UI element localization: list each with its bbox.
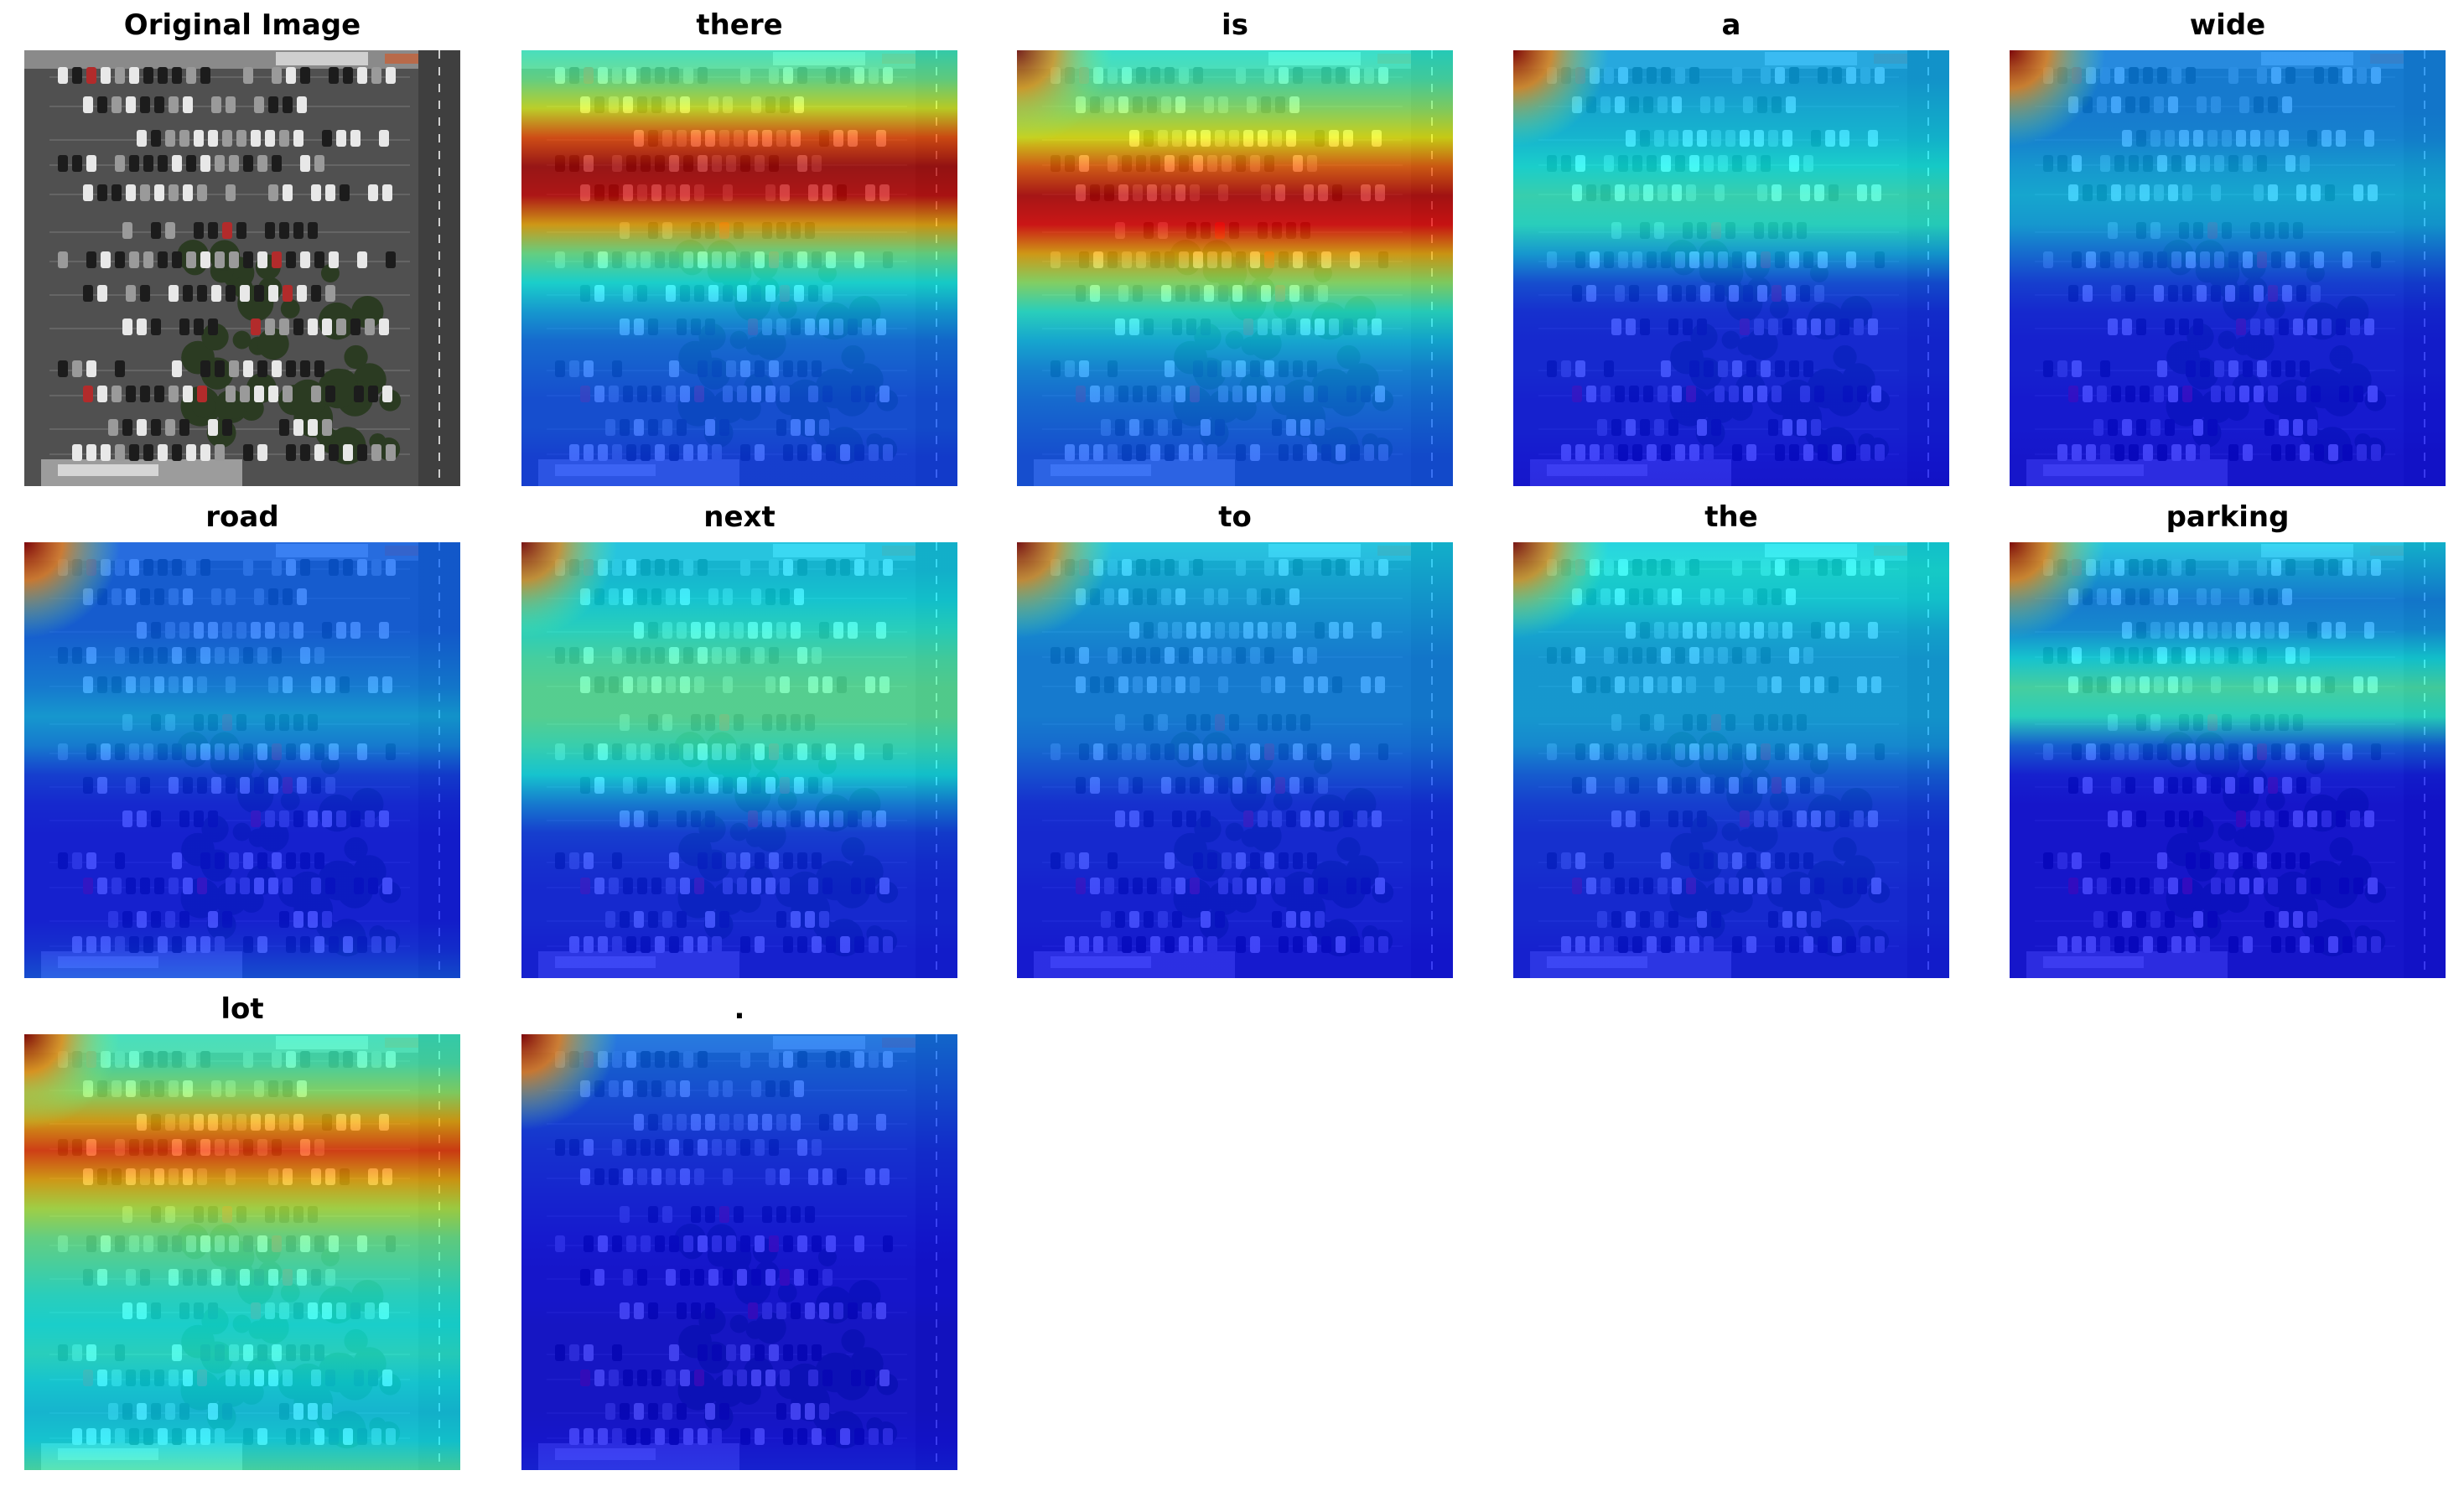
panel-title: to <box>1218 500 1252 534</box>
heatmap-image <box>1017 50 1453 486</box>
attention-heatmap <box>2010 50 2446 486</box>
heatmap-image <box>1017 542 1453 978</box>
attention-heatmap <box>1017 50 1453 486</box>
panel-title: there <box>696 8 783 42</box>
panel-title: road <box>205 500 279 534</box>
heatmap-image <box>521 542 957 978</box>
attention-heatmap <box>521 1034 957 1470</box>
panel-title: wide <box>2189 8 2266 42</box>
panel-title: . <box>734 992 745 1026</box>
panel-title: the <box>1704 500 1758 534</box>
panel-title: Original Image <box>123 8 361 42</box>
attention-heatmap <box>24 542 460 978</box>
heatmap-image <box>1513 50 1949 486</box>
heatmap-image <box>521 50 957 486</box>
heatmap-image <box>521 1034 957 1470</box>
attention-heatmap <box>24 1034 460 1470</box>
panel-title: is <box>1222 8 1248 42</box>
heatmap-image <box>24 1034 460 1470</box>
attention-heatmap <box>1513 50 1949 486</box>
original-image <box>24 50 460 486</box>
panel-title: next <box>703 500 776 534</box>
attention-heatmap <box>521 50 957 486</box>
heatmap-image <box>24 542 460 978</box>
attention-heatmap <box>2010 542 2446 978</box>
heatmap-image <box>2010 542 2446 978</box>
panel-title: lot <box>220 992 264 1026</box>
heatmap-image <box>1513 542 1949 978</box>
attention-heatmap <box>1017 542 1453 978</box>
attention-heatmap <box>521 542 957 978</box>
panel-title: a <box>1721 8 1741 42</box>
heatmap-image <box>2010 50 2446 486</box>
panel-title: parking <box>2166 500 2290 534</box>
aerial-parking-lot <box>24 50 460 486</box>
attention-heatmap <box>1513 542 1949 978</box>
